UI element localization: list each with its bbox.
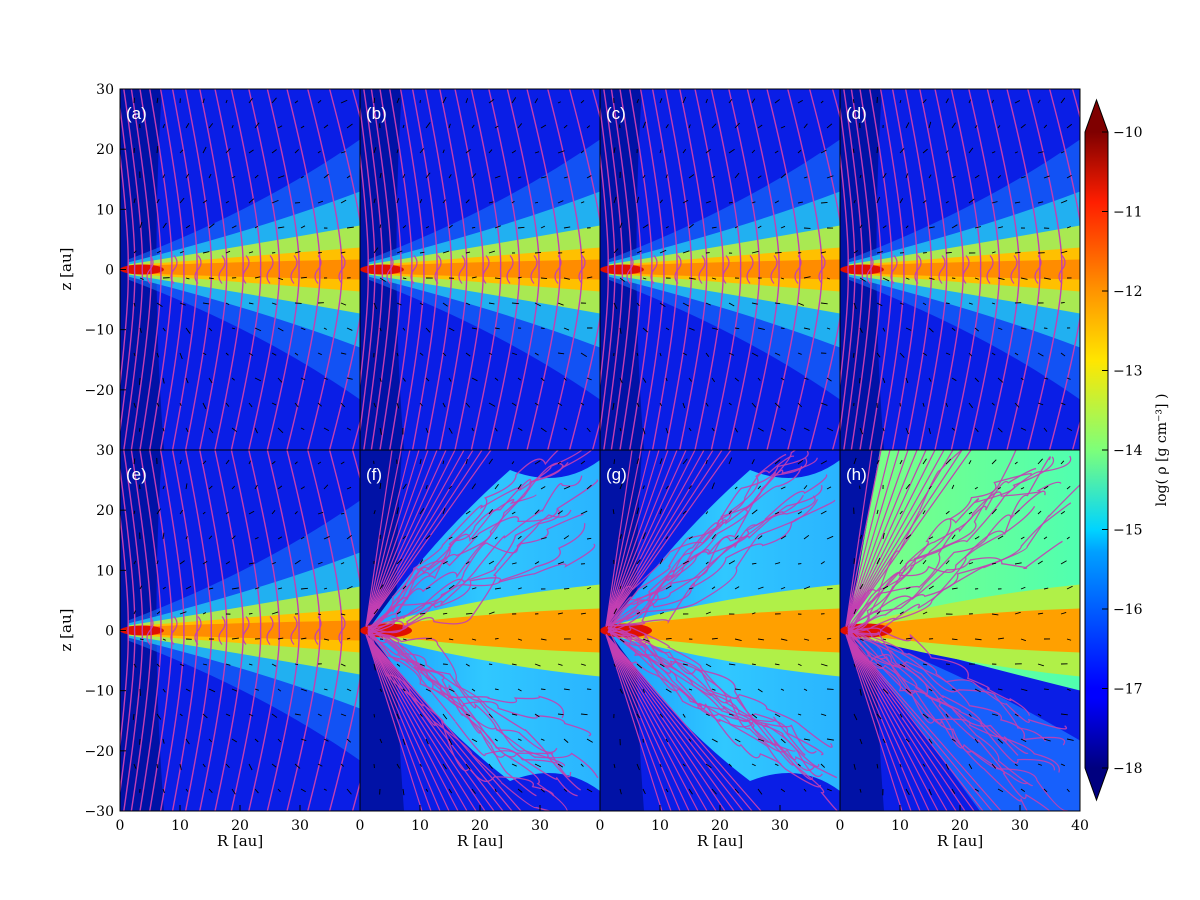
panel-label: (b)	[366, 104, 387, 123]
colorbar-tick-label: −13	[1113, 364, 1143, 380]
y-tick-label: 30	[96, 82, 114, 98]
y-tick-label: 0	[105, 624, 114, 640]
x-axis-label-1: R [au]	[217, 832, 263, 850]
x-tick-label: 30	[291, 818, 309, 834]
panel-g	[600, 450, 840, 811]
colorbar-extend-bottom	[1085, 768, 1108, 800]
colorbar-tick-label: −18	[1113, 761, 1143, 777]
colorbar-tick-label: −16	[1113, 602, 1143, 618]
y-tick-label: −10	[84, 684, 114, 700]
panel-label: (e)	[126, 465, 147, 484]
panel-label: (h)	[846, 465, 867, 484]
y-tick-label: −10	[84, 323, 114, 339]
x-tick-label: 0	[356, 818, 365, 834]
panel-c	[600, 89, 840, 450]
colorbar: −10 −11 −12 −13 −14 −15 −16 −17 −18 log( ρ [g cm…	[1084, 98, 1170, 802]
x-tick-label: 20	[951, 818, 969, 834]
y-tick-label: −20	[84, 383, 114, 399]
x-tick-label: 30	[531, 818, 549, 834]
colorbar-tick-label: −15	[1113, 523, 1143, 539]
x-tick-label: 20	[711, 818, 729, 834]
y-axis-label-top: z [au]	[57, 248, 75, 291]
x-tick-label: 0	[836, 818, 845, 834]
x-tick-label: 0	[116, 818, 125, 834]
x-tick-label: 20	[471, 818, 489, 834]
x-tick-label: 0	[596, 818, 605, 834]
y-tick-label: 20	[96, 142, 114, 158]
panel-f	[360, 450, 600, 811]
x-tick-label: 30	[1011, 818, 1029, 834]
y-tick-label: −30	[84, 804, 114, 820]
colorbar-label: log( ρ [g cm⁻³] )	[1154, 394, 1170, 507]
x-tick-label: 10	[171, 818, 189, 834]
x-axis-label-2: R [au]	[457, 832, 503, 850]
y-tick-label: 10	[96, 202, 114, 218]
panel-label: (d)	[846, 104, 867, 123]
colorbar-ticks: −10 −11 −12 −13 −14 −15 −16 −17 −18	[1102, 125, 1143, 777]
y-tick-label: 20	[96, 503, 114, 519]
panel-a	[120, 89, 360, 450]
y-tick-label: −20	[84, 744, 114, 760]
x-tick-label: 30	[771, 818, 789, 834]
colorbar-extend-top	[1085, 100, 1108, 132]
x-tick-label: 10	[651, 818, 669, 834]
panel-label: (c)	[606, 104, 626, 123]
x-axis-label-4: R [au]	[937, 832, 983, 850]
x-tick-label: 20	[231, 818, 249, 834]
x-tick-label: 10	[891, 818, 909, 834]
y-tick-label: 30	[96, 443, 114, 459]
panel-label: (g)	[606, 465, 627, 484]
colorbar-tick-label: −10	[1113, 125, 1143, 141]
panel-label: (f)	[366, 465, 382, 484]
panel-label: (a)	[126, 104, 147, 123]
x-axis-label-3: R [au]	[697, 832, 743, 850]
x-tick-label: 10	[411, 818, 429, 834]
x-tick-label: 40	[1071, 818, 1089, 834]
y-tick-label: 0	[105, 263, 114, 279]
y-tick-label: 10	[96, 563, 114, 579]
panels-layer: (a) (b) (c) (d) (e) (f) (g) (h)	[119, 88, 1081, 812]
colorbar-tick-label: −17	[1113, 682, 1143, 698]
panel-b	[360, 89, 600, 450]
panel-e	[120, 450, 360, 811]
panel-d	[840, 89, 1080, 450]
y-axis-label-bottom: z [au]	[57, 609, 75, 652]
panel-h	[840, 450, 1080, 811]
colorbar-tick-label: −12	[1113, 284, 1143, 300]
colorbar-tick-label: −11	[1113, 205, 1143, 221]
colorbar-tick-label: −14	[1113, 443, 1143, 459]
